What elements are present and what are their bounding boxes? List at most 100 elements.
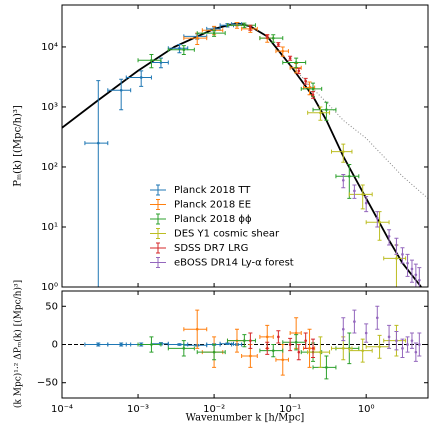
data-point (271, 349, 275, 352)
data-point (348, 174, 351, 178)
data-point (311, 347, 315, 350)
x-error-bar (312, 365, 337, 370)
data-point (281, 49, 285, 53)
legend-label: SDSS DR7 LRG (174, 243, 248, 254)
data-point (319, 350, 322, 354)
x-error-bar (125, 75, 152, 80)
data-point (364, 331, 368, 335)
legend-marker (150, 242, 166, 254)
data-point (395, 243, 398, 247)
data-point (249, 26, 252, 29)
x-error-bar (365, 344, 390, 349)
data-point (288, 343, 292, 346)
data-point (401, 253, 404, 256)
data-point (265, 347, 269, 350)
data-point (281, 358, 285, 362)
data-point (195, 36, 199, 40)
model-curve (62, 22, 423, 287)
x-error-bar (167, 346, 195, 351)
legend-marker (150, 257, 166, 268)
data-point (294, 340, 298, 344)
y-tick-label: 10⁴ (41, 42, 58, 53)
data-point (378, 220, 381, 224)
x-error-bar (183, 36, 208, 41)
y-error-bar (413, 263, 418, 287)
y-error-bar (417, 267, 422, 287)
x-error-bar (312, 107, 337, 112)
data-point (277, 43, 280, 46)
x-error-bar (335, 174, 360, 179)
legend-marker (150, 228, 166, 239)
data-point (418, 278, 421, 282)
data-point (249, 354, 252, 358)
y-tick-label: −50 (37, 378, 58, 389)
data-point (395, 339, 398, 342)
data-point (378, 345, 381, 349)
data-point (304, 339, 307, 342)
x-error-bar (167, 342, 189, 347)
x-error-bar (259, 36, 284, 41)
data-point (182, 48, 186, 51)
data-point (265, 35, 269, 38)
data-point (414, 350, 418, 354)
y-tick-label: 10² (41, 162, 58, 173)
data-point (341, 327, 345, 331)
data-point (195, 327, 199, 331)
data-point (96, 343, 100, 346)
data-point (319, 111, 322, 115)
y-tick-label: 50 (45, 301, 58, 312)
data-point (361, 193, 365, 196)
x-error-bar (196, 31, 226, 36)
data-point (353, 189, 356, 193)
data-point (325, 108, 328, 112)
y-error-bar (324, 101, 329, 121)
x-error-bar (84, 141, 109, 146)
axes-frame (61, 4, 429, 288)
axes-frame (61, 290, 429, 399)
data-point (271, 36, 275, 40)
data-point (308, 347, 311, 350)
y-error-bar (96, 80, 101, 287)
data-point (178, 46, 181, 50)
data-point (249, 339, 252, 342)
data-point (308, 86, 311, 89)
x-error-bar (307, 350, 331, 355)
legend-label: Planck 2018 EE (174, 200, 251, 211)
x-error-bar (348, 348, 373, 353)
data-point (277, 335, 280, 339)
legend-label: Planck 2018 ϕϕ (174, 214, 252, 225)
data-point (311, 87, 315, 91)
data-point (375, 316, 379, 320)
x-axis-label: Wavenumber k [h/Mpc] (186, 413, 305, 424)
legend-marker (150, 213, 166, 225)
legend-marker (150, 199, 166, 210)
x-error-bar (331, 149, 353, 154)
x-tick-label: 10⁰ (358, 404, 375, 415)
y-error-bar (405, 253, 410, 277)
data-point (178, 343, 181, 346)
x-error-bar (383, 338, 407, 343)
data-point (364, 201, 368, 205)
data-point (139, 76, 143, 79)
data-point (119, 88, 123, 92)
x-error-bar (167, 47, 195, 52)
x-tick-label: 10⁻² (203, 404, 225, 415)
x-error-bar (348, 192, 373, 197)
data-point (410, 339, 414, 342)
data-point (406, 261, 409, 265)
x-error-bar (183, 327, 208, 332)
data-point (226, 342, 229, 346)
x-error-bar (331, 346, 353, 351)
data-point (387, 234, 391, 238)
data-point (341, 150, 345, 153)
data-point (410, 267, 414, 271)
data-point (401, 347, 404, 350)
data-point (353, 320, 356, 323)
y-tick-label: 10³ (41, 102, 58, 113)
x-error-bar (137, 342, 162, 347)
x-error-bar (383, 256, 407, 261)
data-point (159, 61, 163, 64)
x-error-bar (137, 58, 162, 63)
data-point (414, 273, 418, 277)
